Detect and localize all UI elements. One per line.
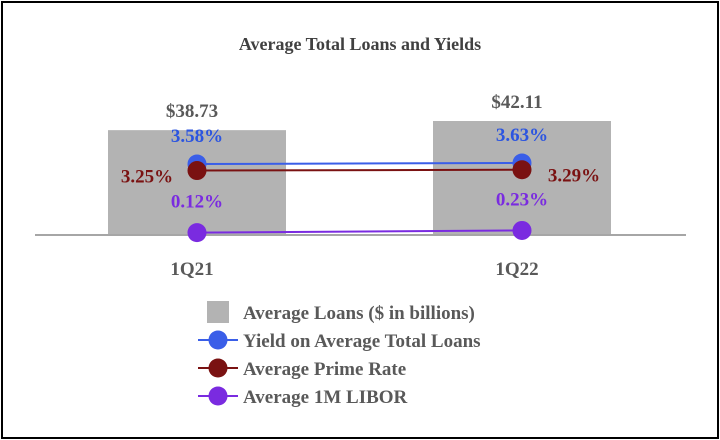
chart-title: Average Total Loans and Yields [239,34,481,54]
x-tick-label: 1Q21 [170,259,213,280]
legend-point-marker [208,358,228,378]
line-average-1m-libor [196,229,523,234]
labels-layer: $38.73 1Q21 $42.11 1Q22 3.58% 3.63% 3.25% 3.29%… [121,92,600,280]
point-average-prime-rate [187,161,207,181]
legend: Average Loans ($ in billions) Yield on Av… [198,301,481,408]
legend-swatch-bar [207,301,229,323]
data-label: 0.12% [171,192,223,213]
x-tick-label: 1Q22 [495,259,538,280]
legend-label: Yield on Average Total Loans [243,331,481,352]
legend-label: Average Prime Rate [243,359,406,380]
point-average-prime-rate [512,160,532,180]
line-yield-on-average-total-loans [196,162,523,165]
legend-point-marker [208,330,228,350]
legend-label: Average 1M LIBOR [243,387,408,408]
data-label: 3.29% [548,166,600,187]
data-label: 3.63% [496,125,548,146]
bar-average-loans-1q21 [108,130,286,235]
point-average-1m-libor [187,223,207,243]
data-label: 3.25% [121,167,173,188]
data-label: 3.58% [171,126,223,147]
bar-value-label: $38.73 [166,101,218,122]
bar-value-label: $42.11 [491,92,542,113]
lines-layer [187,153,532,243]
point-average-1m-libor [512,220,532,240]
legend-label: Average Loans ($ in billions) [243,303,475,324]
line-average-prime-rate [196,168,523,172]
legend-point-marker [208,386,228,406]
data-label: 0.23% [496,189,548,210]
